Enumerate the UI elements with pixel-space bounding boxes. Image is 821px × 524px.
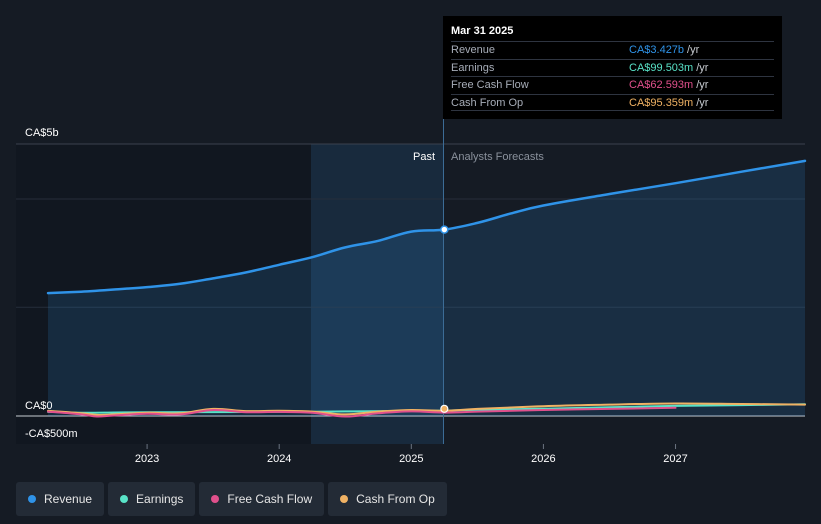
tooltip-date: Mar 31 2025 [451,25,514,37]
legend-label: Cash From Op [356,492,435,506]
legend-item-revenue[interactable]: Revenue [16,482,105,516]
tooltip-label: Earnings [451,61,495,74]
tooltip-value: CA$3.427b [629,44,685,56]
revenue-area-fill [48,160,805,416]
revenue-area [48,160,805,416]
series-line-cash-from-op [47,402,806,416]
tooltip: Mar 31 2025 Revenue CA$3.427b /yr Earnin… [443,16,782,119]
series-line-free-cash-flow [47,406,677,418]
legend-label: Free Cash Flow [227,492,313,506]
tooltip-value: CA$62.593m [629,79,694,91]
past-region-highlight [311,144,443,444]
x-tick-label: 2026 [531,453,555,465]
tooltip-row-free-cash-flow: Free Cash Flow CA$62.593m /yr [451,76,774,94]
gridlines [16,143,805,417]
legend-label: Revenue [44,492,93,506]
tooltip-value: CA$99.503m [629,61,694,74]
tooltip-label: Revenue [451,44,496,56]
tooltip-row-cash-from-op: Cash From Op CA$95.359m /yr [451,93,774,111]
series-line-revenue [46,159,807,295]
legend: Revenue Earnings Free Cash Flow Cash Fro… [16,482,447,516]
forecast-label: Analysts Forecasts [451,151,544,163]
past-label: Past [413,151,435,163]
tooltip-value: CA$95.359m [629,96,694,109]
tooltip-label: Free Cash Flow [451,79,529,91]
tooltip-unit: /yr [696,79,709,91]
x-tick-label: 2024 [267,453,291,465]
x-tick-label: 2023 [135,453,159,465]
y-tick-label-neg500m: -CA$500m [25,428,78,440]
free-cash-flow-dot-icon [211,495,220,503]
tooltip-row-earnings: Earnings CA$99.503m /yr [451,58,774,77]
y-tick-label-0: CA$0 [25,400,53,412]
earnings-dot-icon [120,495,129,503]
revenue-dot-icon [28,495,36,503]
tooltip-unit: /yr [696,96,709,109]
cash-from-op-dot-icon [340,495,349,503]
past-region-dark [16,144,311,444]
legend-label: Earnings [136,492,184,506]
tooltip-label: Cash From Op [451,96,524,109]
tooltip-unit: /yr [687,44,700,56]
tooltip-row-revenue: Revenue CA$3.427b /yr [451,41,774,59]
x-axis-ticks: 2023 2024 2025 2026 2027 [135,444,688,465]
legend-item-free-cash-flow[interactable]: Free Cash Flow [199,482,325,516]
y-tick-label-5b: CA$5b [25,127,59,139]
markers [440,225,449,413]
tooltip-unit: /yr [696,61,709,74]
legend-item-cash-from-op[interactable]: Cash From Op [328,482,447,516]
cash-from-op-marker [440,404,449,413]
x-tick-label: 2027 [663,453,687,465]
x-tick-label: 2025 [399,453,423,465]
revenue-marker [440,225,449,234]
series-lines [46,159,807,418]
legend-item-earnings[interactable]: Earnings [108,482,196,516]
